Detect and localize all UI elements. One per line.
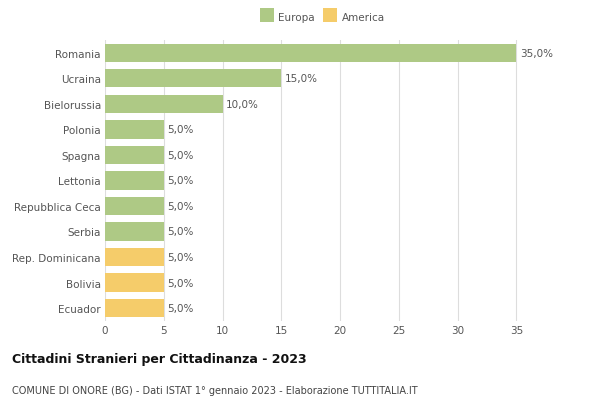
Text: 35,0%: 35,0% [520, 49, 553, 58]
Text: 15,0%: 15,0% [285, 74, 318, 84]
Bar [105, 299, 164, 317]
Bar [105, 45, 517, 63]
Text: 5,0%: 5,0% [167, 252, 194, 263]
Bar [105, 223, 164, 241]
Text: 5,0%: 5,0% [167, 278, 194, 288]
Bar [105, 121, 164, 139]
Text: 5,0%: 5,0% [167, 227, 194, 237]
Text: Cittadini Stranieri per Cittadinanza - 2023: Cittadini Stranieri per Cittadinanza - 2… [12, 352, 307, 365]
Text: 5,0%: 5,0% [167, 303, 194, 313]
Text: 10,0%: 10,0% [226, 99, 259, 110]
Bar [105, 197, 164, 216]
Bar [105, 172, 164, 190]
Text: 5,0%: 5,0% [167, 176, 194, 186]
Bar [105, 248, 164, 267]
Bar [105, 95, 223, 114]
Legend: Europa, America: Europa, America [260, 13, 385, 22]
Text: 5,0%: 5,0% [167, 151, 194, 160]
Text: COMUNE DI ONORE (BG) - Dati ISTAT 1° gennaio 2023 - Elaborazione TUTTITALIA.IT: COMUNE DI ONORE (BG) - Dati ISTAT 1° gen… [12, 384, 418, 395]
Bar [105, 70, 281, 88]
Bar [105, 146, 164, 165]
Text: 5,0%: 5,0% [167, 125, 194, 135]
Bar [105, 274, 164, 292]
Text: 5,0%: 5,0% [167, 202, 194, 211]
